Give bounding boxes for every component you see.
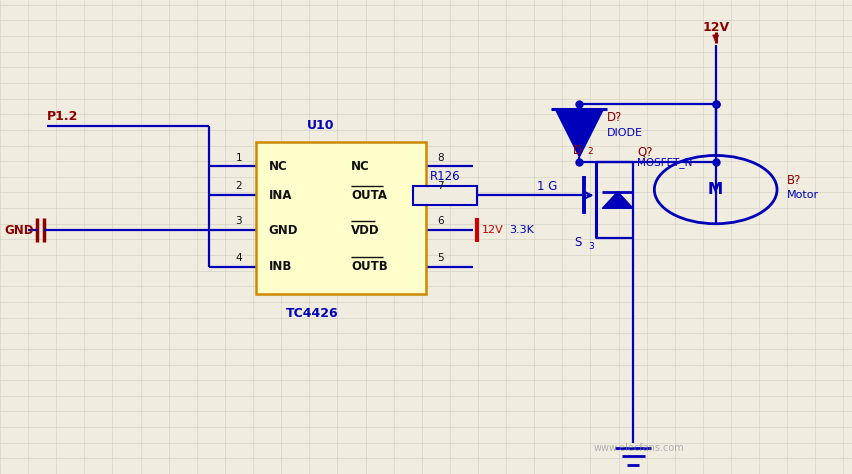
Text: 1 G: 1 G bbox=[537, 180, 557, 192]
Text: TC4426: TC4426 bbox=[286, 307, 339, 319]
Text: VDD: VDD bbox=[351, 224, 380, 237]
Text: OUTA: OUTA bbox=[351, 189, 387, 202]
Text: 1: 1 bbox=[235, 153, 242, 163]
Text: M: M bbox=[708, 182, 723, 197]
Text: OUTB: OUTB bbox=[351, 260, 388, 273]
Text: Q?: Q? bbox=[637, 146, 653, 159]
Text: INB: INB bbox=[268, 260, 291, 273]
Text: www.elecfans.com: www.elecfans.com bbox=[594, 443, 684, 453]
Text: U10: U10 bbox=[307, 119, 334, 132]
Text: 12V: 12V bbox=[702, 21, 729, 34]
Text: R126: R126 bbox=[430, 170, 460, 182]
Text: 3: 3 bbox=[235, 217, 242, 227]
Text: Motor: Motor bbox=[787, 190, 820, 200]
Text: NC: NC bbox=[268, 160, 287, 173]
Polygon shape bbox=[556, 109, 603, 157]
Text: DIODE: DIODE bbox=[607, 128, 642, 137]
Text: 12V: 12V bbox=[482, 225, 504, 235]
Text: 8: 8 bbox=[437, 153, 444, 163]
Text: GND: GND bbox=[4, 224, 34, 237]
Text: 4: 4 bbox=[235, 253, 242, 263]
Text: 6: 6 bbox=[437, 217, 444, 227]
Bar bbox=[413, 186, 477, 205]
Text: NC: NC bbox=[351, 160, 370, 173]
Text: GND: GND bbox=[268, 224, 298, 237]
Text: P1.2: P1.2 bbox=[47, 110, 78, 123]
Text: B?: B? bbox=[787, 174, 802, 187]
Text: 3: 3 bbox=[589, 242, 595, 251]
Text: INA: INA bbox=[268, 189, 292, 202]
Text: 2: 2 bbox=[587, 147, 593, 156]
Text: D?: D? bbox=[607, 111, 622, 124]
Text: S: S bbox=[574, 236, 582, 249]
Text: 5: 5 bbox=[437, 253, 444, 263]
Text: 3.3K: 3.3K bbox=[509, 225, 534, 235]
Bar bbox=[256, 142, 426, 294]
Text: 7: 7 bbox=[437, 182, 444, 191]
Polygon shape bbox=[602, 192, 633, 208]
Text: 2: 2 bbox=[235, 182, 242, 191]
Text: D: D bbox=[573, 144, 582, 157]
Text: MOSFET_N: MOSFET_N bbox=[637, 157, 693, 168]
